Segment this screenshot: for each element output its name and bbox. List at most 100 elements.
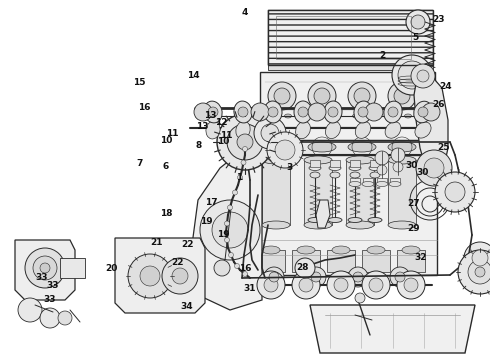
Text: 27: 27 — [408, 199, 420, 208]
Circle shape — [235, 264, 240, 269]
Circle shape — [292, 271, 320, 299]
Bar — [370, 160, 380, 167]
Ellipse shape — [385, 122, 401, 138]
Bar — [262, 160, 290, 225]
Circle shape — [214, 260, 230, 276]
Text: 26: 26 — [432, 100, 445, 109]
Text: 4: 4 — [242, 8, 248, 17]
Circle shape — [388, 82, 416, 110]
Ellipse shape — [389, 181, 401, 186]
Ellipse shape — [294, 101, 312, 123]
Ellipse shape — [376, 181, 388, 186]
Text: 3: 3 — [286, 163, 292, 172]
Circle shape — [397, 271, 425, 299]
Text: 21: 21 — [150, 238, 163, 247]
Ellipse shape — [368, 217, 382, 222]
Text: 31: 31 — [244, 284, 256, 293]
Circle shape — [458, 250, 490, 294]
Text: 1: 1 — [236, 173, 242, 181]
Ellipse shape — [313, 114, 319, 118]
Circle shape — [308, 103, 326, 121]
Text: 29: 29 — [408, 224, 420, 233]
Ellipse shape — [324, 114, 332, 118]
Ellipse shape — [268, 142, 296, 152]
Ellipse shape — [370, 172, 380, 178]
Text: 2: 2 — [379, 51, 385, 60]
Circle shape — [237, 134, 253, 150]
Circle shape — [140, 266, 160, 286]
Circle shape — [241, 160, 246, 165]
Circle shape — [353, 272, 363, 282]
Circle shape — [274, 88, 290, 104]
Text: 33: 33 — [44, 295, 56, 304]
Text: 32: 32 — [414, 253, 427, 262]
Circle shape — [424, 158, 444, 178]
Ellipse shape — [405, 114, 412, 118]
Circle shape — [369, 278, 383, 292]
Text: 5: 5 — [413, 33, 418, 42]
Circle shape — [417, 70, 429, 82]
Circle shape — [264, 278, 278, 292]
Text: 30: 30 — [416, 168, 429, 177]
Bar — [397, 250, 425, 272]
Text: 30: 30 — [405, 161, 418, 170]
Bar — [363, 178, 373, 184]
Circle shape — [375, 151, 389, 165]
Ellipse shape — [325, 121, 341, 139]
Circle shape — [365, 103, 383, 121]
Ellipse shape — [346, 221, 374, 229]
Text: 20: 20 — [105, 264, 118, 273]
Ellipse shape — [355, 122, 371, 138]
Ellipse shape — [415, 122, 431, 138]
Circle shape — [354, 88, 370, 104]
Ellipse shape — [304, 156, 332, 164]
Circle shape — [251, 103, 269, 121]
Circle shape — [422, 103, 440, 121]
Bar — [330, 160, 340, 167]
Circle shape — [200, 200, 260, 260]
Ellipse shape — [324, 101, 342, 123]
Text: 10: 10 — [160, 136, 173, 145]
Ellipse shape — [348, 142, 376, 152]
Ellipse shape — [349, 166, 361, 171]
Bar — [388, 160, 416, 225]
Ellipse shape — [414, 101, 432, 123]
Text: 13: 13 — [204, 111, 217, 120]
Circle shape — [472, 250, 488, 266]
Circle shape — [224, 238, 229, 243]
Circle shape — [25, 248, 65, 288]
Circle shape — [267, 132, 303, 168]
Text: 28: 28 — [296, 263, 309, 271]
Ellipse shape — [392, 114, 399, 118]
Ellipse shape — [354, 101, 372, 123]
Polygon shape — [15, 240, 75, 300]
Ellipse shape — [308, 142, 336, 152]
Ellipse shape — [388, 156, 416, 164]
Circle shape — [398, 61, 426, 89]
Circle shape — [264, 267, 284, 287]
Circle shape — [377, 165, 387, 175]
Bar — [327, 250, 355, 272]
Circle shape — [314, 88, 330, 104]
Text: 25: 25 — [437, 143, 450, 152]
Bar — [276, 16, 411, 59]
Circle shape — [257, 271, 285, 299]
Polygon shape — [310, 305, 475, 353]
Circle shape — [348, 82, 376, 110]
Circle shape — [232, 190, 238, 195]
Text: 11: 11 — [166, 129, 179, 138]
Bar — [350, 178, 360, 184]
Circle shape — [128, 254, 172, 298]
Circle shape — [243, 271, 247, 276]
Ellipse shape — [352, 114, 360, 118]
Text: 33: 33 — [47, 281, 59, 289]
Ellipse shape — [367, 246, 385, 254]
Text: 14: 14 — [187, 71, 200, 80]
Circle shape — [411, 64, 435, 88]
Bar — [310, 160, 320, 167]
Bar — [268, 10, 433, 65]
Ellipse shape — [285, 114, 292, 118]
Bar — [304, 160, 332, 225]
Bar — [350, 160, 360, 167]
Bar — [257, 250, 285, 272]
